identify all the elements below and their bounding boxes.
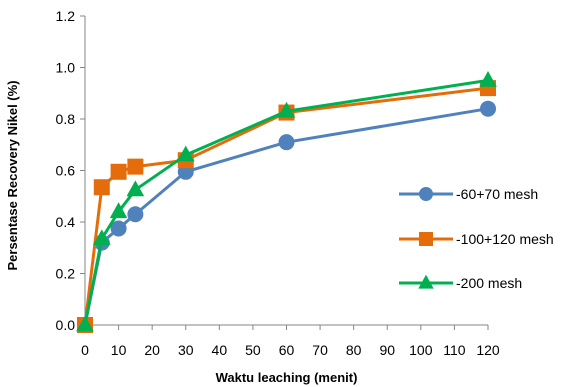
legend-label: -100+120 mesh [456,231,554,247]
legend-item: -100+120 mesh [399,231,554,247]
x-tick-label: 40 [212,342,228,358]
x-tick-label: 90 [379,342,395,358]
x-tick-label: 10 [111,342,127,358]
x-tick-label: 100 [409,342,433,358]
y-tick-label: 0.4 [56,214,76,230]
y-tick-label: 0.0 [56,317,76,333]
x-axis-title: Waktu leaching (menit) [216,370,358,385]
legend-swatch-marker [419,187,433,201]
series-layer [76,70,497,333]
legend: -60+70 mesh -100+120 mesh -200 mesh [399,186,554,291]
legend-item: -60+70 mesh [399,186,538,202]
data-point [92,229,111,246]
x-tick-label: 0 [81,342,89,358]
data-point [277,101,296,118]
data-point [278,134,295,151]
legend-item: -200 mesh [399,274,522,291]
data-point [480,100,496,117]
x-tick-label: 50 [245,342,261,358]
data-point [110,163,127,180]
data-point [76,315,94,332]
series-3 [76,70,497,332]
x-tick-label: 70 [312,342,328,358]
y-tick-label: 0.2 [56,266,76,282]
legend-swatch-marker [418,274,434,289]
data-point [479,70,497,87]
legend-swatch-marker [419,232,433,246]
data-point [127,206,144,223]
x-tick-label: 80 [346,342,362,358]
series-1 [77,100,496,333]
data-point [110,220,127,237]
x-tick-label: 20 [144,342,160,358]
x-tick-label: 30 [178,342,194,358]
data-point [176,145,195,162]
data-point [109,202,128,219]
y-axis-ticks: 0.0 0.2 0.4 0.6 0.8 1.0 1.2 [56,8,85,333]
x-tick-label: 110 [443,342,466,358]
y-tick-label: 0.6 [56,163,76,179]
y-axis-title: Persentase Recovery Nikel (%) [5,80,20,270]
legend-label: -200 mesh [456,275,522,291]
legend-label: -60+70 mesh [456,186,538,202]
data-point [126,180,145,197]
data-point [93,179,110,196]
x-tick-label: 120 [476,342,500,358]
x-tick-label: 60 [279,342,295,358]
y-tick-label: 1.2 [56,8,76,24]
x-axis-ticks: 0 10 20 30 40 50 60 70 80 90 100 110 120 [81,325,500,358]
y-tick-label: 0.8 [56,111,76,127]
data-point [127,158,144,175]
y-tick-label: 1.0 [56,60,76,76]
